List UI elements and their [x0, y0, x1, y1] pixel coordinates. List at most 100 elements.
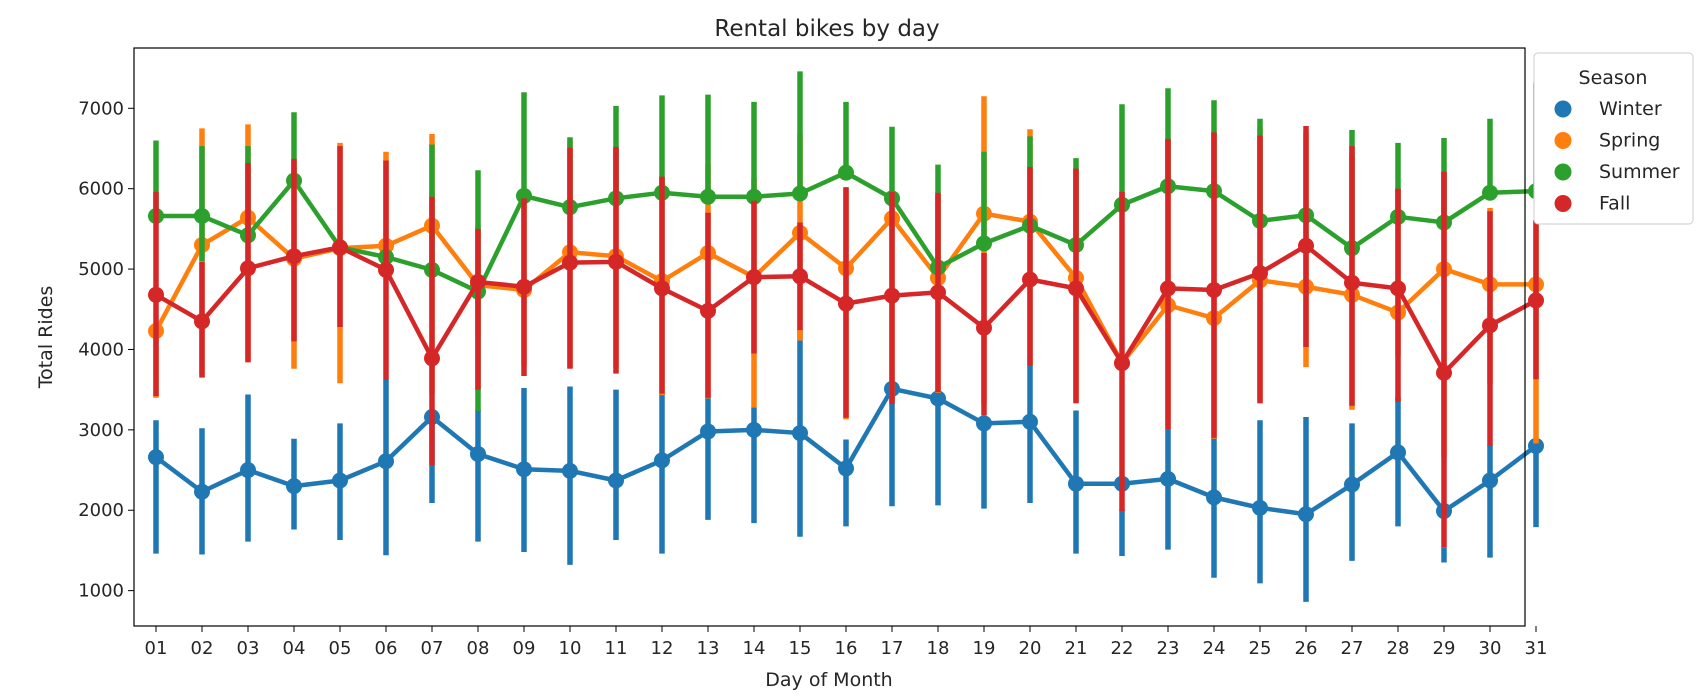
plot-frame	[133, 47, 1526, 627]
data-point-fall	[1390, 280, 1406, 297]
x-tick-label: 24	[1203, 638, 1226, 659]
data-point-winter	[332, 472, 348, 489]
data-point-fall	[148, 286, 164, 303]
data-point-fall	[1528, 292, 1544, 309]
y-axis-label: Total Rides	[35, 286, 57, 390]
data-point-winter	[1068, 475, 1084, 492]
legend-label-spring: Spring	[1599, 130, 1660, 152]
data-point-fall	[562, 254, 578, 271]
legend-marker-fall	[1554, 195, 1572, 212]
data-point-winter	[286, 478, 302, 495]
data-point-winter	[148, 449, 164, 466]
data-point-fall	[470, 273, 486, 290]
y-tick-label: 4000	[78, 339, 124, 360]
y-tick-label: 5000	[78, 259, 124, 280]
data-point-winter	[1482, 472, 1498, 489]
x-tick-label: 26	[1295, 638, 1318, 659]
data-point-fall	[516, 278, 532, 295]
data-point-fall	[608, 253, 624, 270]
data-point-fall	[378, 261, 394, 278]
data-point-winter	[1160, 470, 1176, 487]
x-tick-label: 14	[743, 638, 766, 659]
data-point-winter	[516, 461, 532, 478]
x-tick-label: 07	[421, 638, 444, 659]
x-tick-label: 03	[237, 638, 260, 659]
x-tick-label: 31	[1525, 638, 1548, 659]
x-tick-label: 23	[1157, 638, 1180, 659]
data-point-summer	[1482, 184, 1498, 201]
x-tick-label: 15	[789, 638, 812, 659]
x-tick-label: 18	[927, 638, 950, 659]
data-point-fall	[240, 260, 256, 277]
data-point-winter	[792, 425, 808, 442]
x-tick-label: 05	[329, 638, 352, 659]
x-tick-label: 21	[1065, 638, 1088, 659]
data-point-fall	[746, 269, 762, 286]
legend-marker-winter	[1554, 100, 1572, 118]
data-point-winter	[194, 483, 210, 500]
data-point-winter	[1344, 476, 1360, 493]
series-winter	[148, 329, 1544, 602]
x-tick-label: 19	[973, 638, 996, 659]
data-point-fall	[1298, 237, 1314, 254]
data-point-summer	[194, 208, 210, 225]
x-axis-label: Day of Month	[765, 669, 892, 691]
y-tick-label: 3000	[78, 420, 124, 441]
data-point-fall	[838, 295, 854, 312]
data-point-fall	[424, 350, 440, 367]
x-tick-label: 30	[1479, 638, 1502, 659]
data-point-fall	[1114, 355, 1130, 372]
x-tick-label: 17	[881, 638, 904, 659]
data-point-winter	[1528, 437, 1544, 454]
data-point-winter	[562, 462, 578, 479]
data-point-winter	[240, 462, 256, 479]
x-tick-label: 25	[1249, 638, 1272, 659]
data-point-summer	[792, 185, 808, 202]
data-point-fall	[1482, 317, 1498, 334]
data-point-fall	[1068, 280, 1084, 297]
data-point-fall	[332, 239, 348, 256]
chart-title: Rental bikes by day	[714, 16, 939, 42]
legend-marker-summer	[1554, 163, 1572, 181]
data-point-fall	[884, 287, 900, 304]
x-tick-label: 20	[1019, 638, 1042, 659]
data-point-winter	[378, 453, 394, 470]
y-tick-label: 6000	[78, 179, 124, 200]
data-point-winter	[1390, 444, 1406, 461]
y-tick-label: 1000	[78, 581, 124, 602]
data-point-summer	[700, 188, 716, 205]
data-point-summer	[516, 187, 532, 204]
data-point-fall	[286, 248, 302, 265]
data-point-winter	[608, 472, 624, 489]
x-tick-label: 09	[513, 638, 536, 659]
legend-frame	[1533, 52, 1694, 225]
data-point-fall	[792, 268, 808, 285]
data-point-winter	[976, 415, 992, 432]
data-point-winter	[1252, 499, 1268, 516]
data-point-fall	[1344, 274, 1360, 291]
data-point-winter	[930, 390, 946, 407]
data-point-summer	[838, 164, 854, 181]
data-point-fall	[194, 313, 210, 330]
y-tick-label: 2000	[78, 500, 124, 521]
data-point-fall	[1160, 280, 1176, 297]
data-point-fall	[1022, 271, 1038, 288]
data-point-fall	[930, 284, 946, 301]
data-point-winter	[700, 423, 716, 440]
x-tick-label: 16	[835, 638, 858, 659]
series-layer	[148, 71, 1544, 602]
data-point-winter	[470, 445, 486, 462]
x-tick-label: 02	[191, 638, 214, 659]
legend-label-summer: Summer	[1599, 161, 1680, 183]
x-tick-label: 10	[559, 638, 582, 659]
x-tick-label: 04	[283, 638, 306, 659]
series-fall	[148, 125, 1544, 548]
legend-title: Season	[1579, 67, 1648, 89]
data-point-fall	[654, 280, 670, 297]
data-point-fall	[1436, 364, 1452, 381]
x-tick-label: 22	[1111, 638, 1134, 659]
x-tick-label: 27	[1341, 638, 1364, 659]
data-point-winter	[746, 421, 762, 438]
x-tick-label: 12	[651, 638, 674, 659]
